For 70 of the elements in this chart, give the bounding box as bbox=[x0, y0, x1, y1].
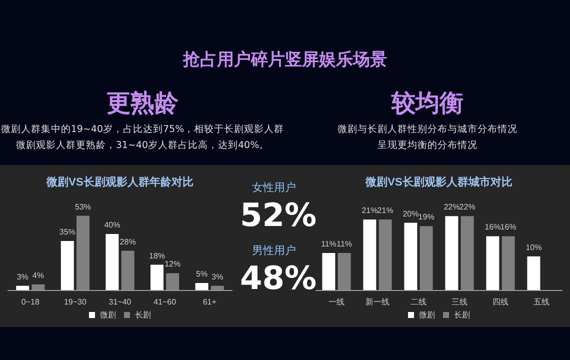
x-tick-label: 新一线 bbox=[366, 298, 390, 306]
bar bbox=[106, 234, 119, 290]
legend-label: 长剧 bbox=[454, 310, 470, 320]
bar bbox=[460, 216, 474, 290]
bar bbox=[378, 219, 392, 290]
bar bbox=[404, 222, 418, 290]
data-label: 11% bbox=[336, 240, 352, 249]
x-tick-label: 一线 bbox=[328, 298, 344, 306]
data-label: 22% bbox=[444, 202, 460, 212]
x-tick-label: 三线 bbox=[452, 298, 468, 306]
data-label: 5% bbox=[196, 270, 208, 278]
x-tick-label: 19~30 bbox=[64, 298, 87, 306]
bar bbox=[195, 283, 208, 290]
text: 微剧人群集中的19~40岁，占比达到75%，相较于长剧观影人群 bbox=[0, 123, 285, 137]
bar bbox=[322, 253, 336, 290]
data-label: 16% bbox=[500, 222, 516, 232]
bar bbox=[76, 216, 90, 290]
text: 48% bbox=[240, 259, 317, 297]
x-tick-label: 31~40 bbox=[108, 298, 132, 306]
x-tick-label: 41~60 bbox=[154, 298, 177, 306]
x-tick-label: 二线 bbox=[410, 298, 426, 306]
bar bbox=[32, 284, 45, 290]
text: 抢占用户碎片竖屏娱乐场景 bbox=[182, 49, 388, 71]
chart-title: 微剧VS长剧观影人群城市对比 bbox=[364, 176, 512, 188]
data-label: 3% bbox=[16, 272, 28, 282]
text: 52% bbox=[240, 196, 317, 234]
data-label: 10% bbox=[526, 242, 542, 252]
legend-label: 长剧 bbox=[135, 310, 151, 320]
data-label: 3% bbox=[212, 272, 224, 282]
text: 微剧观影人群更熟龄，31~40岁人群占比高，达到40%。 bbox=[14, 139, 270, 153]
bar bbox=[16, 286, 30, 290]
bar bbox=[338, 253, 351, 290]
bar bbox=[121, 250, 134, 290]
text: 微剧与长剧人群性别分布与城市分布情况 bbox=[336, 123, 518, 137]
chart-title: 微剧VS长剧观影人群年龄对比 bbox=[46, 176, 194, 188]
bar bbox=[363, 219, 376, 290]
bar bbox=[486, 236, 500, 290]
data-label: 35% bbox=[59, 228, 76, 236]
bar bbox=[150, 264, 164, 290]
category-label: 男性用户 bbox=[251, 243, 297, 258]
x-tick-label: 61+ bbox=[202, 298, 217, 306]
data-label: 22% bbox=[459, 202, 476, 212]
text: 呈现更均衡的分布情况 bbox=[376, 139, 478, 153]
category-label: 女性用户 bbox=[251, 180, 297, 195]
bar bbox=[60, 241, 74, 290]
data-label: 28% bbox=[120, 237, 136, 246]
bar bbox=[445, 216, 458, 290]
data-label: 16% bbox=[484, 222, 501, 232]
data-label: 21% bbox=[377, 206, 394, 215]
bar bbox=[502, 236, 515, 290]
x-tick-label: 四线 bbox=[492, 298, 508, 306]
data-label: 40% bbox=[104, 220, 120, 230]
x-tick-label: 0~18 bbox=[21, 298, 40, 306]
legend-label: 微剧 bbox=[419, 310, 435, 320]
data-label: 12% bbox=[164, 260, 181, 269]
text: 较均衡 bbox=[390, 88, 464, 119]
data-label: 11% bbox=[320, 240, 336, 249]
legend-label: 微剧 bbox=[100, 310, 116, 320]
data-label: 21% bbox=[362, 206, 378, 215]
data-label: 53% bbox=[74, 202, 92, 212]
bar bbox=[420, 226, 433, 290]
bar bbox=[210, 286, 224, 290]
data-label: 18% bbox=[148, 251, 166, 260]
x-tick-label: 五线 bbox=[534, 298, 550, 306]
data-label: 19% bbox=[418, 212, 434, 222]
data-label: 4% bbox=[32, 270, 44, 280]
text: 更熟龄 bbox=[106, 88, 180, 119]
bar bbox=[527, 256, 540, 290]
data-label: 20% bbox=[402, 209, 419, 218]
bar bbox=[166, 273, 180, 290]
